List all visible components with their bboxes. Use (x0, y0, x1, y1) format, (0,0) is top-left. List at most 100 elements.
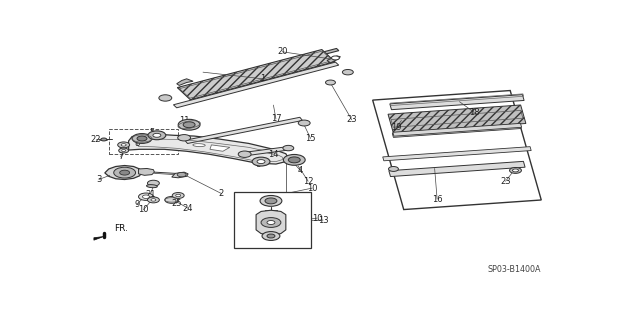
Circle shape (342, 70, 353, 75)
Ellipse shape (193, 144, 205, 147)
Text: SP03-B1400A: SP03-B1400A (487, 265, 541, 274)
Circle shape (283, 145, 294, 151)
Circle shape (147, 180, 159, 186)
Circle shape (120, 170, 129, 175)
Circle shape (252, 157, 270, 166)
Circle shape (122, 150, 125, 152)
Polygon shape (239, 146, 293, 156)
Circle shape (177, 172, 186, 177)
Text: 16: 16 (432, 195, 442, 204)
Circle shape (388, 167, 399, 171)
Polygon shape (388, 105, 526, 133)
Text: 12: 12 (303, 177, 314, 186)
Circle shape (132, 134, 152, 144)
Circle shape (267, 220, 275, 225)
Circle shape (326, 80, 335, 85)
Polygon shape (173, 62, 339, 108)
Circle shape (138, 193, 154, 200)
Circle shape (118, 148, 129, 153)
Circle shape (288, 157, 300, 163)
Circle shape (257, 160, 265, 164)
Text: 24: 24 (183, 204, 193, 213)
Circle shape (121, 144, 126, 146)
Ellipse shape (147, 185, 157, 188)
Bar (234, 192, 310, 248)
Text: 7: 7 (118, 152, 124, 161)
Text: 19: 19 (391, 123, 402, 132)
Text: FR.: FR. (114, 224, 127, 233)
Polygon shape (172, 172, 188, 178)
Circle shape (153, 133, 161, 137)
Text: 17: 17 (271, 114, 281, 123)
Circle shape (143, 195, 150, 198)
Circle shape (260, 196, 282, 206)
Text: 15: 15 (305, 134, 316, 143)
Polygon shape (129, 134, 288, 164)
Circle shape (513, 169, 518, 172)
Circle shape (114, 167, 136, 178)
Circle shape (101, 138, 107, 141)
Text: 13: 13 (317, 216, 328, 225)
Polygon shape (256, 210, 286, 235)
Circle shape (148, 131, 166, 140)
Circle shape (238, 151, 251, 157)
Text: 3: 3 (96, 175, 102, 184)
Circle shape (178, 135, 191, 141)
Polygon shape (105, 166, 142, 180)
Text: 18: 18 (469, 108, 479, 117)
Circle shape (172, 193, 184, 198)
Circle shape (265, 198, 277, 204)
Circle shape (284, 154, 305, 165)
Text: 23: 23 (500, 177, 511, 186)
Text: 23: 23 (346, 115, 357, 124)
Polygon shape (177, 79, 193, 85)
Polygon shape (177, 49, 335, 100)
Circle shape (151, 199, 156, 201)
Polygon shape (327, 56, 340, 63)
Bar (109, 129, 178, 154)
Text: 1: 1 (260, 74, 265, 83)
Circle shape (147, 197, 159, 203)
Text: 2: 2 (219, 189, 224, 198)
Polygon shape (265, 210, 277, 213)
Polygon shape (185, 117, 303, 144)
Text: 6: 6 (118, 143, 124, 152)
Circle shape (332, 56, 339, 60)
Circle shape (165, 197, 179, 203)
Text: 4: 4 (298, 167, 303, 175)
Circle shape (118, 142, 129, 148)
Text: 21: 21 (145, 190, 156, 199)
Circle shape (509, 167, 522, 174)
Polygon shape (210, 145, 230, 151)
Text: 22: 22 (91, 135, 101, 144)
Text: 14: 14 (268, 150, 278, 159)
Text: 10: 10 (312, 214, 323, 223)
Text: 8: 8 (255, 160, 260, 168)
Text: 10: 10 (138, 205, 148, 214)
Circle shape (159, 95, 172, 101)
Circle shape (262, 232, 280, 241)
Polygon shape (183, 48, 339, 91)
Text: 10: 10 (307, 184, 317, 193)
Polygon shape (138, 168, 154, 175)
Text: 20: 20 (277, 47, 287, 56)
Polygon shape (392, 125, 521, 137)
Text: 25: 25 (172, 199, 182, 208)
Polygon shape (390, 95, 524, 110)
Text: 9: 9 (134, 200, 140, 209)
Polygon shape (372, 91, 541, 210)
Text: 8: 8 (134, 139, 140, 148)
Circle shape (178, 119, 200, 130)
Polygon shape (383, 147, 531, 161)
Text: 5: 5 (149, 128, 154, 137)
Circle shape (183, 122, 195, 128)
Circle shape (176, 194, 180, 197)
Polygon shape (389, 161, 525, 176)
Polygon shape (94, 236, 104, 240)
Polygon shape (393, 123, 522, 136)
Circle shape (267, 234, 275, 238)
Text: 11: 11 (179, 116, 189, 125)
Circle shape (261, 218, 281, 227)
Circle shape (137, 136, 147, 141)
Circle shape (298, 120, 310, 126)
